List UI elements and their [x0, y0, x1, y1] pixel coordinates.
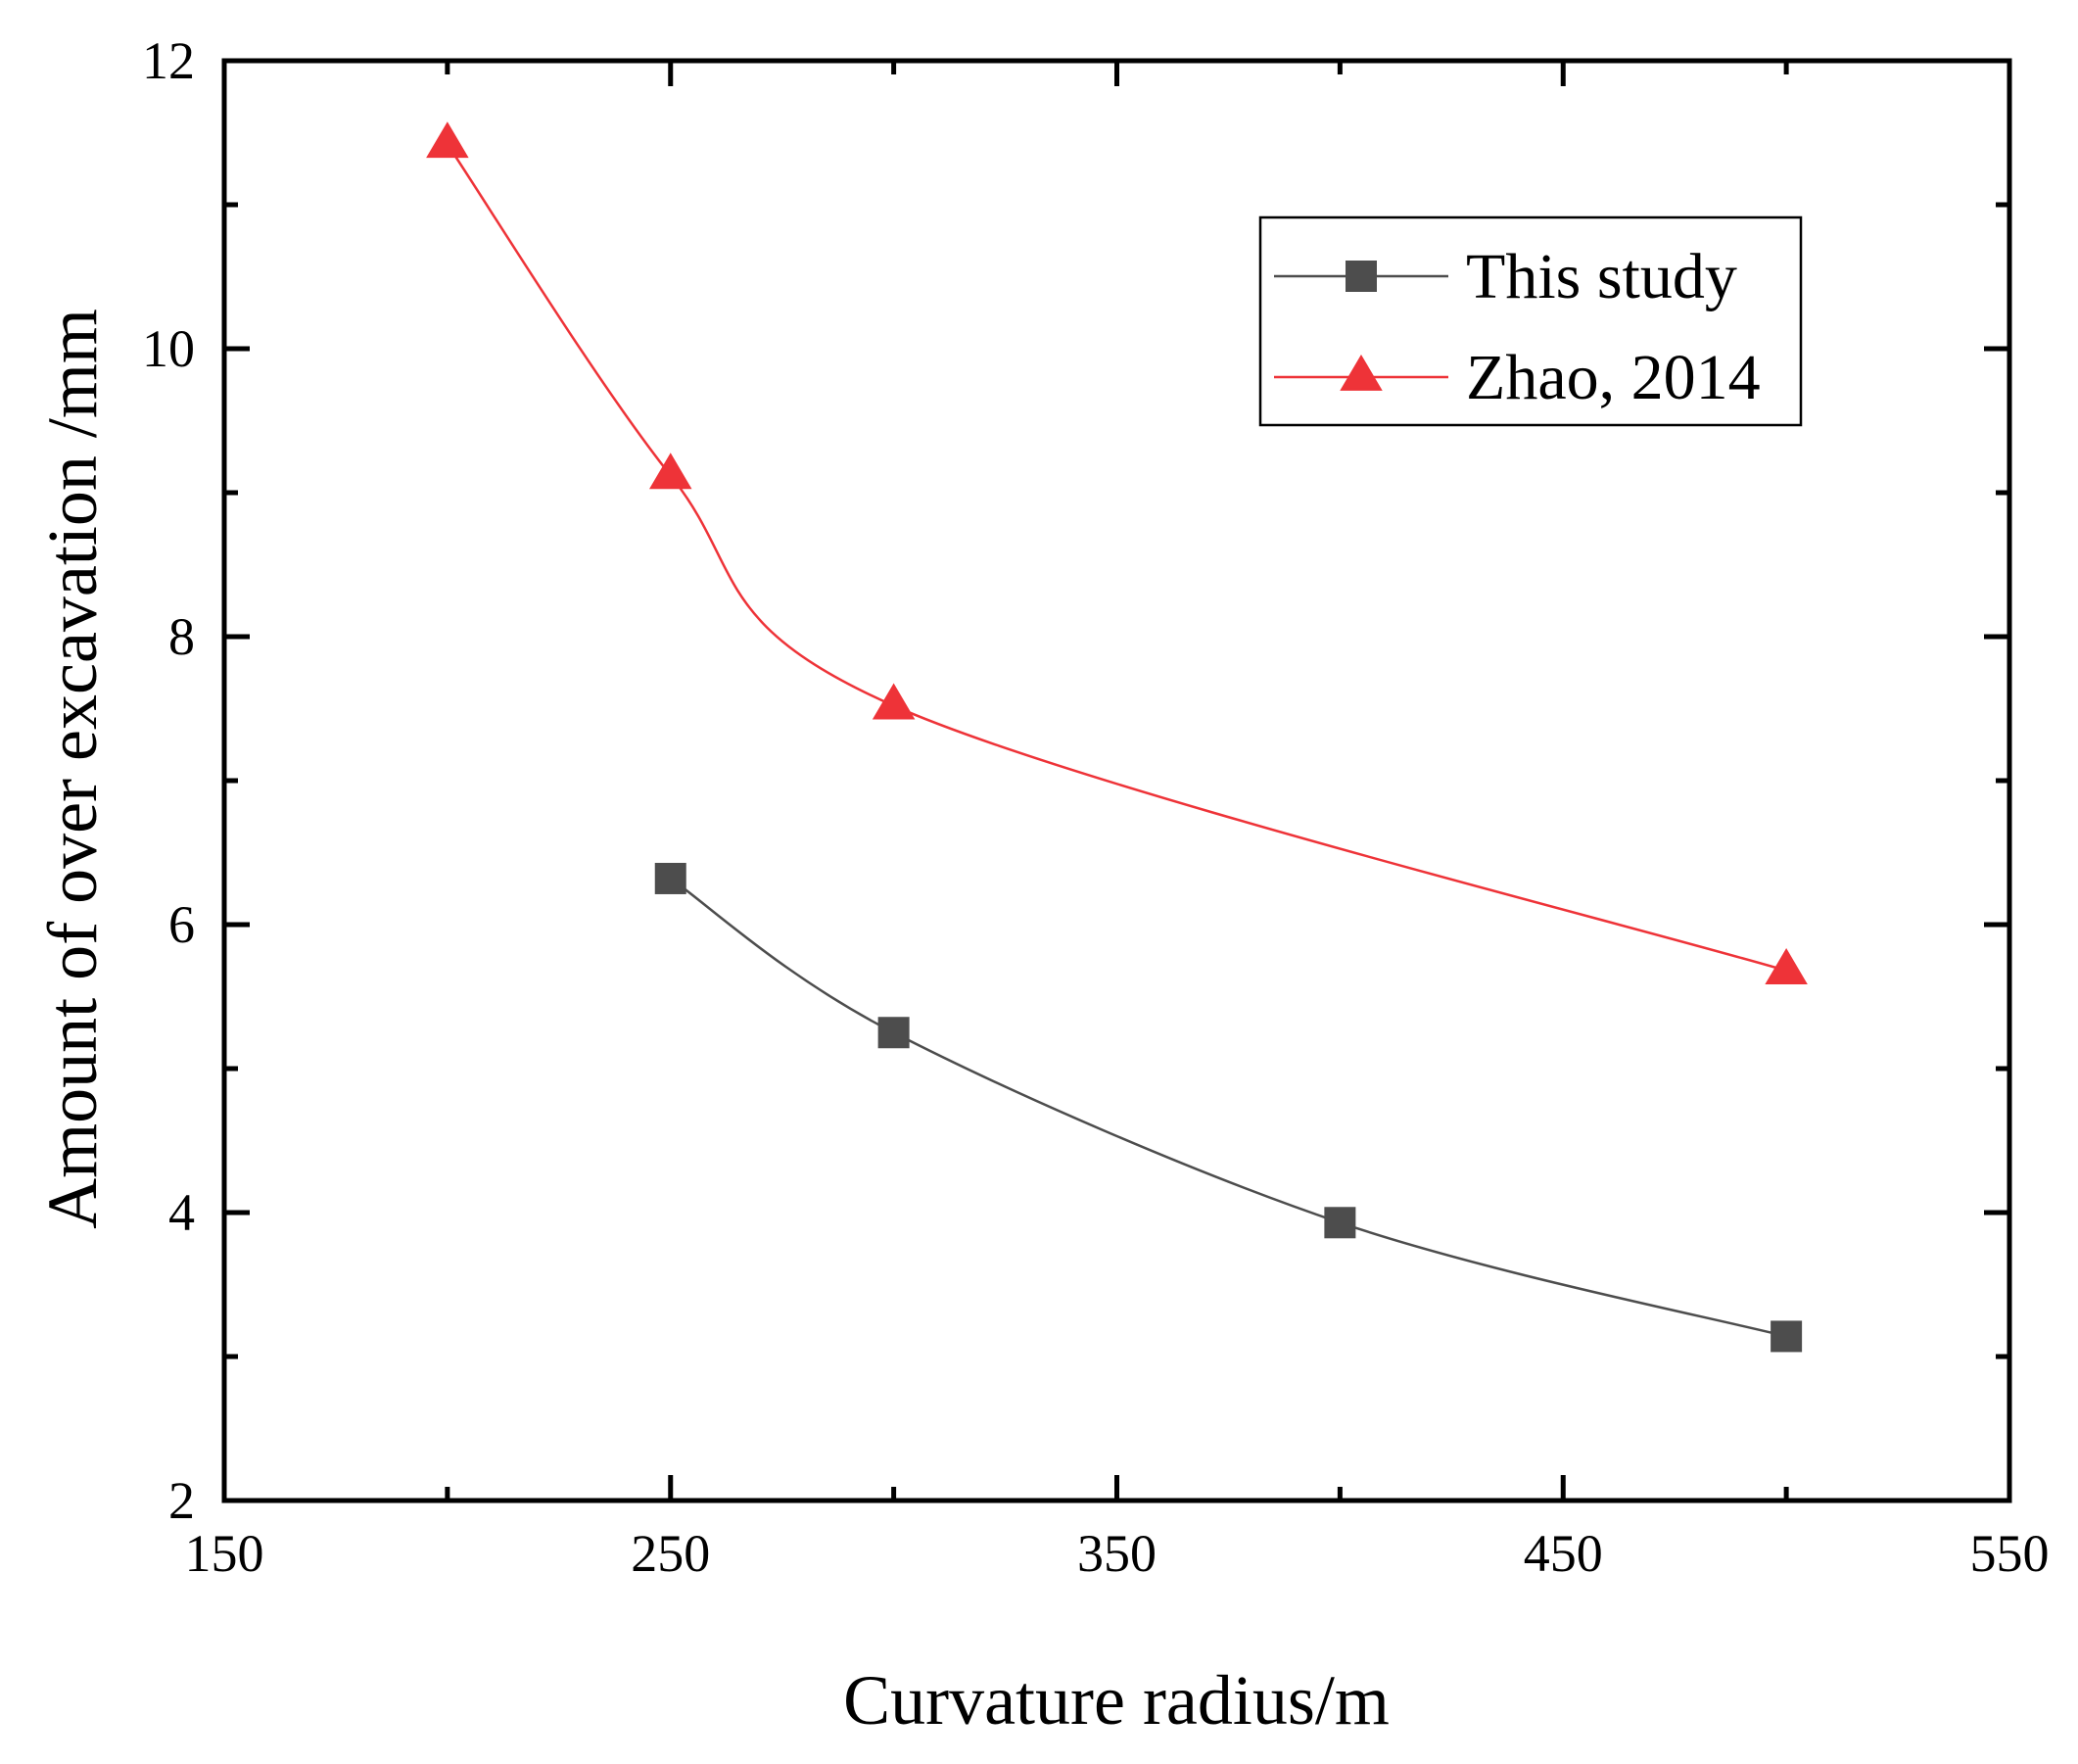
series-1-point — [1771, 1320, 1803, 1353]
series-1-point — [654, 862, 686, 894]
series-line-2 — [446, 143, 1787, 973]
series-layer — [426, 121, 1808, 1353]
x-tick-label: 250 — [631, 1524, 710, 1583]
x-tick-label: 350 — [1077, 1524, 1157, 1583]
legend-label-1: This study — [1466, 241, 1737, 312]
series-1-point — [877, 1017, 910, 1049]
y-tick-label: 2 — [168, 1471, 195, 1530]
x-axis-label: Curvature radius/m — [843, 1661, 1390, 1740]
legend-marker-1 — [1346, 261, 1377, 292]
y-axis-label: Amount of over excavation /mm — [33, 309, 112, 1229]
series-2-point — [872, 683, 916, 720]
y-tick-label: 10 — [142, 319, 195, 378]
y-tick-label: 8 — [168, 607, 195, 666]
x-tick-label: 550 — [1970, 1524, 2050, 1583]
series-2-point — [649, 453, 692, 490]
series-line-1 — [670, 877, 1787, 1338]
series-1-point — [1324, 1207, 1356, 1239]
x-tick-label: 150 — [185, 1524, 264, 1583]
plot-frame — [221, 58, 2012, 1503]
y-tick-label: 12 — [142, 31, 195, 90]
y-tick-label: 6 — [168, 895, 195, 954]
x-tick-label: 450 — [1524, 1524, 1603, 1583]
y-tick-label: 4 — [168, 1183, 195, 1242]
series-2-point — [426, 121, 469, 159]
ticks-layer: 150 250 350 450 550 2 4 6 8 10 12 — [142, 31, 2050, 1583]
legend-label-2: Zhao, 2014 — [1466, 342, 1761, 413]
series-2-point — [1765, 947, 1808, 984]
legend: This study Zhao, 2014 — [1258, 215, 1803, 427]
legend-marker-2 — [1340, 354, 1383, 391]
